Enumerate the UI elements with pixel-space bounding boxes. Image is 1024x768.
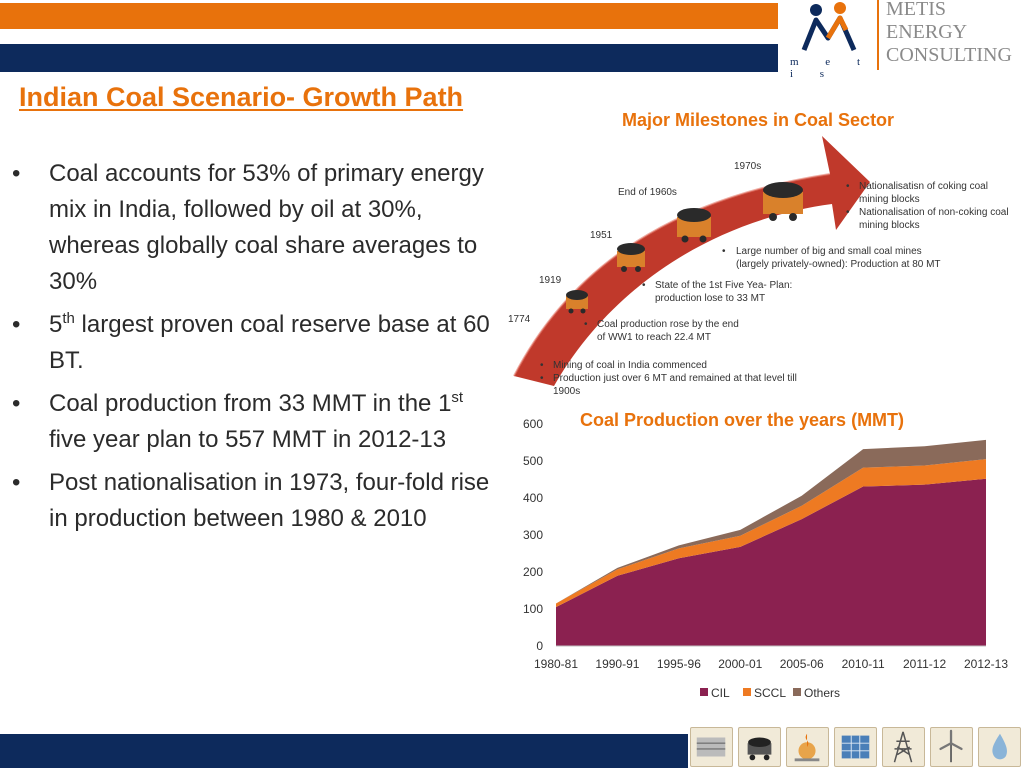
x-tick-label: 2012-13 bbox=[964, 657, 1008, 671]
milestone-note-bullet: • bbox=[846, 207, 850, 218]
x-tick-label: 2010-11 bbox=[842, 657, 885, 671]
y-tick-label: 400 bbox=[523, 491, 543, 505]
milestone-note-2-line-2: of WW1 to reach 22.4 MT bbox=[597, 332, 711, 343]
milestone-note-5-line-2: mining blocks bbox=[859, 194, 920, 205]
milestone-note-bullet: • bbox=[584, 319, 588, 330]
milestone-note-4-line-1: Large number of big and small coal mines bbox=[736, 246, 922, 257]
logo-letters: m e t i s bbox=[790, 56, 872, 80]
milestone-note-bullet: • bbox=[540, 373, 544, 384]
legend-swatch-cil bbox=[700, 688, 708, 696]
coal-cart-icon bbox=[677, 208, 711, 243]
bullet-item-1: Coal accounts for 53% of primary energy … bbox=[12, 156, 492, 300]
milestone-note-4-line-2: (largely privately-owned): Production at… bbox=[736, 259, 941, 270]
bullet-list: Coal accounts for 53% of primary energy … bbox=[12, 156, 492, 544]
logo-figure-icon bbox=[801, 2, 857, 52]
milestone-note-bullet: • bbox=[846, 181, 850, 192]
milestone-year-1919: 1919 bbox=[539, 275, 562, 286]
milestone-note-3-line-2: production lose to 33 MT bbox=[655, 293, 765, 304]
x-tick-label: 2005-06 bbox=[780, 657, 824, 671]
milestone-note-5-line-3: Nationalisation of non-coking coal bbox=[859, 207, 1009, 218]
legend-label-others: Others bbox=[804, 686, 840, 700]
milestones-title: Major Milestones in Coal Sector bbox=[622, 110, 895, 130]
coal-cart-icon bbox=[763, 182, 803, 221]
milestone-year-1774: 1774 bbox=[508, 314, 531, 325]
x-tick-label: 1980-81 bbox=[534, 657, 578, 671]
logo-line-2: ENERGY bbox=[886, 21, 968, 43]
metis-logo: m e t i s METIS ENERGY CONSULTING bbox=[782, 0, 1024, 80]
coal-cart-icon bbox=[738, 727, 781, 767]
x-tick-label: 2000-01 bbox=[718, 657, 762, 671]
milestone-note-1-line-1: Mining of coal in India commenced bbox=[553, 360, 707, 371]
legend-label-cil: CIL bbox=[711, 686, 730, 700]
coal-cart-icon bbox=[617, 243, 645, 272]
water-drop-icon bbox=[978, 727, 1021, 767]
milestone-year-1970s: 1970s bbox=[734, 161, 761, 172]
y-tick-label: 300 bbox=[523, 528, 543, 542]
area-series-sccl bbox=[556, 459, 986, 608]
legend-swatch-others bbox=[793, 688, 801, 696]
milestone-note-3-line-1: State of the 1st Five Yea- Plan: bbox=[655, 280, 792, 291]
solar-panel-icon bbox=[834, 727, 877, 767]
header-orange-bar bbox=[0, 3, 778, 29]
header-navy-bar bbox=[0, 44, 778, 72]
milestone-note-1-line-3: 1900s bbox=[553, 386, 580, 397]
transmission-tower-icon bbox=[882, 727, 925, 767]
y-tick-label: 200 bbox=[523, 565, 543, 579]
page-title: Indian Coal Scenario- Growth Path bbox=[19, 82, 464, 112]
x-tick-label: 2011-12 bbox=[903, 657, 946, 671]
coal-cart-icon bbox=[566, 290, 588, 314]
area-series-cil bbox=[556, 478, 986, 646]
bullet-item-3: Coal production from 33 MMT in the 1st f… bbox=[12, 386, 492, 458]
y-tick-label: 0 bbox=[536, 639, 543, 653]
milestone-note-2-line-1: Coal production rose by the end bbox=[597, 319, 739, 330]
logo-line-1: METIS bbox=[886, 0, 946, 20]
footer-navy-bar bbox=[0, 734, 688, 768]
chart-title: Coal Production over the years (MMT) bbox=[580, 410, 904, 430]
y-tick-label: 500 bbox=[523, 454, 543, 468]
milestone-note-5-line-4: mining blocks bbox=[859, 220, 920, 231]
y-tick-label: 600 bbox=[523, 417, 543, 431]
milestone-note-5-line-1: Nationalisatisn of coking coal bbox=[859, 181, 988, 192]
oil-gas-icon bbox=[690, 727, 733, 767]
coal-production-chart: Coal Production over the years (MMT) 0 10… bbox=[523, 410, 1008, 700]
legend-label-sccl: SCCL bbox=[754, 686, 786, 700]
bullet-item-2: 5th largest proven coal reserve base at … bbox=[12, 307, 492, 379]
milestone-note-1-line-2: Production just over 6 MT and remained a… bbox=[553, 373, 797, 384]
milestone-note-bullet: • bbox=[642, 280, 646, 291]
milestone-note-bullet: • bbox=[722, 246, 726, 257]
logo-divider bbox=[877, 0, 879, 70]
logo-wordmark: METIS ENERGY CONSULTING bbox=[886, 0, 1012, 67]
refinery-icon bbox=[786, 727, 829, 767]
wind-turbine-icon bbox=[930, 727, 973, 767]
y-tick-label: 100 bbox=[523, 602, 543, 616]
legend-swatch-sccl bbox=[743, 688, 751, 696]
footer-icon-strip bbox=[688, 727, 1024, 768]
x-tick-label: 1995-96 bbox=[657, 657, 701, 671]
logo-line-3: CONSULTING bbox=[886, 44, 1012, 66]
milestone-year-1960s: End of 1960s bbox=[618, 187, 677, 198]
milestone-year-1951: 1951 bbox=[590, 230, 613, 241]
area-series-others bbox=[556, 439, 986, 604]
milestone-note-bullet: • bbox=[540, 360, 544, 371]
milestones-diagram: 1774 1919 1951 End of 1960s 1970s • Mini… bbox=[508, 136, 1009, 397]
x-tick-label: 1990-91 bbox=[595, 657, 639, 671]
bullet-item-4: Post nationalisation in 1973, four-fold … bbox=[12, 465, 492, 537]
